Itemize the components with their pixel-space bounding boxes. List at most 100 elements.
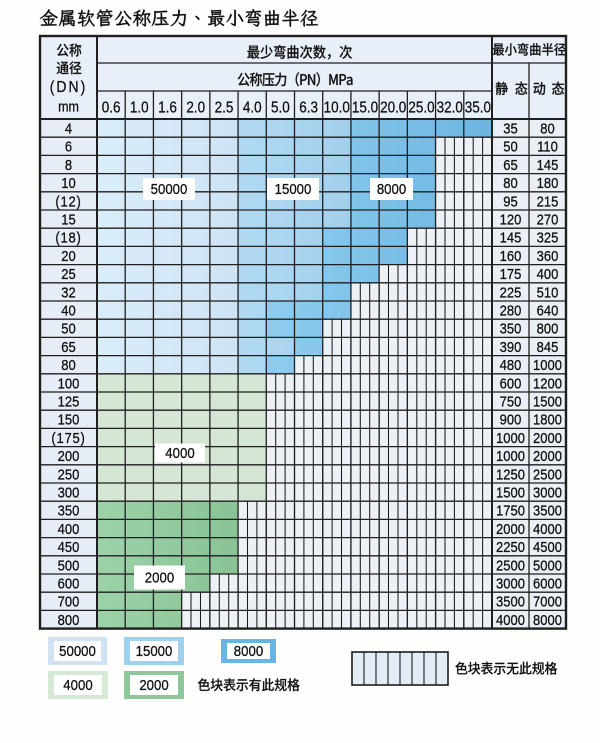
svg-text:125: 125 bbox=[58, 393, 80, 410]
svg-text:2000: 2000 bbox=[139, 677, 168, 694]
svg-text:1.0: 1.0 bbox=[130, 99, 149, 116]
svg-text:32: 32 bbox=[61, 283, 76, 300]
svg-text:0.6: 0.6 bbox=[102, 99, 121, 116]
svg-text:500: 500 bbox=[58, 556, 80, 573]
svg-text:2500: 2500 bbox=[496, 556, 525, 573]
svg-text:8000: 8000 bbox=[533, 611, 562, 628]
svg-text:(175): (175) bbox=[51, 429, 85, 446]
svg-text:7000: 7000 bbox=[533, 593, 562, 610]
svg-text:160: 160 bbox=[500, 247, 522, 264]
svg-text:4000: 4000 bbox=[533, 520, 562, 537]
svg-text:8000: 8000 bbox=[377, 181, 406, 198]
svg-text:40: 40 bbox=[61, 302, 76, 319]
svg-text:6: 6 bbox=[65, 138, 72, 155]
svg-text:600: 600 bbox=[58, 575, 80, 592]
svg-text:50: 50 bbox=[61, 320, 76, 337]
svg-text:2.5: 2.5 bbox=[215, 99, 234, 116]
svg-text:15000: 15000 bbox=[136, 643, 173, 660]
svg-text:(18): (18) bbox=[55, 229, 81, 246]
svg-text:700: 700 bbox=[58, 593, 80, 610]
svg-text:2000: 2000 bbox=[496, 520, 525, 537]
svg-text:300: 300 bbox=[58, 484, 80, 501]
svg-text:25: 25 bbox=[61, 265, 76, 282]
svg-text:1000: 1000 bbox=[496, 447, 525, 464]
svg-text:225: 225 bbox=[500, 283, 522, 300]
svg-text:180: 180 bbox=[537, 174, 559, 191]
svg-text:20.0: 20.0 bbox=[380, 99, 406, 116]
svg-text:120: 120 bbox=[500, 211, 522, 228]
svg-text:1000: 1000 bbox=[496, 429, 525, 446]
svg-text:4.0: 4.0 bbox=[243, 99, 262, 116]
svg-text:25.0: 25.0 bbox=[408, 99, 434, 116]
svg-text:8: 8 bbox=[65, 156, 72, 173]
svg-text:350: 350 bbox=[500, 320, 522, 337]
svg-text:32.0: 32.0 bbox=[437, 99, 463, 116]
svg-text:15: 15 bbox=[61, 211, 76, 228]
svg-text:3500: 3500 bbox=[496, 593, 525, 610]
svg-text:145: 145 bbox=[537, 156, 559, 173]
svg-text:50000: 50000 bbox=[59, 643, 96, 660]
svg-text:2000: 2000 bbox=[533, 447, 562, 464]
svg-text:50: 50 bbox=[503, 138, 518, 155]
svg-text:100: 100 bbox=[58, 374, 80, 391]
svg-text:3000: 3000 bbox=[496, 575, 525, 592]
svg-text:35: 35 bbox=[503, 120, 518, 137]
svg-text:4000: 4000 bbox=[496, 611, 525, 628]
svg-text:6000: 6000 bbox=[533, 575, 562, 592]
svg-text:20: 20 bbox=[61, 247, 76, 264]
svg-text:95: 95 bbox=[503, 192, 518, 209]
svg-text:325: 325 bbox=[537, 229, 559, 246]
svg-text:845: 845 bbox=[537, 338, 559, 355]
svg-text:65: 65 bbox=[503, 156, 518, 173]
svg-text:80: 80 bbox=[61, 356, 76, 373]
svg-text:110: 110 bbox=[537, 138, 558, 155]
svg-text:1750: 1750 bbox=[496, 502, 525, 519]
svg-text:50000: 50000 bbox=[151, 181, 188, 198]
svg-text:8000: 8000 bbox=[234, 643, 263, 660]
svg-text:150: 150 bbox=[58, 411, 80, 428]
svg-text:3500: 3500 bbox=[533, 502, 562, 519]
svg-text:250: 250 bbox=[58, 465, 80, 482]
svg-text:280: 280 bbox=[500, 302, 522, 319]
svg-text:65: 65 bbox=[61, 338, 76, 355]
svg-text:1500: 1500 bbox=[496, 484, 525, 501]
svg-text:270: 270 bbox=[537, 211, 559, 228]
svg-text:4000: 4000 bbox=[63, 677, 92, 694]
svg-text:1200: 1200 bbox=[533, 374, 562, 391]
svg-text:10.0: 10.0 bbox=[324, 99, 350, 116]
svg-text:4: 4 bbox=[65, 120, 72, 137]
svg-text:4000: 4000 bbox=[165, 445, 194, 462]
svg-text:5000: 5000 bbox=[533, 556, 562, 573]
svg-text:80: 80 bbox=[503, 174, 518, 191]
svg-text:15.0: 15.0 bbox=[352, 99, 378, 116]
svg-text:1500: 1500 bbox=[533, 393, 562, 410]
svg-text:2500: 2500 bbox=[533, 465, 562, 482]
svg-text:2.0: 2.0 bbox=[186, 99, 205, 116]
svg-text:6.3: 6.3 bbox=[299, 99, 318, 116]
svg-text:(DN): (DN) bbox=[50, 78, 88, 96]
svg-text:1.6: 1.6 bbox=[158, 99, 177, 116]
svg-text:400: 400 bbox=[58, 520, 80, 537]
svg-text:600: 600 bbox=[500, 374, 522, 391]
svg-text:400: 400 bbox=[537, 265, 559, 282]
svg-text:640: 640 bbox=[537, 302, 559, 319]
svg-text:5.0: 5.0 bbox=[271, 99, 290, 116]
svg-text:900: 900 bbox=[500, 411, 522, 428]
svg-text:1250: 1250 bbox=[496, 465, 525, 482]
svg-text:350: 350 bbox=[58, 502, 80, 519]
svg-text:15000: 15000 bbox=[275, 181, 312, 198]
svg-text:2000: 2000 bbox=[533, 429, 562, 446]
svg-text:35.0: 35.0 bbox=[465, 99, 491, 116]
svg-text:2000: 2000 bbox=[145, 570, 174, 587]
svg-text:175: 175 bbox=[500, 265, 522, 282]
svg-text:800: 800 bbox=[58, 611, 80, 628]
svg-text:750: 750 bbox=[500, 393, 522, 410]
svg-text:480: 480 bbox=[500, 356, 522, 373]
svg-text:450: 450 bbox=[58, 538, 80, 555]
svg-text:2250: 2250 bbox=[496, 538, 525, 555]
svg-text:1000: 1000 bbox=[533, 356, 562, 373]
svg-text:80: 80 bbox=[540, 120, 555, 137]
svg-text:mm: mm bbox=[58, 98, 79, 114]
svg-text:145: 145 bbox=[500, 229, 522, 246]
svg-text:10: 10 bbox=[61, 174, 76, 191]
